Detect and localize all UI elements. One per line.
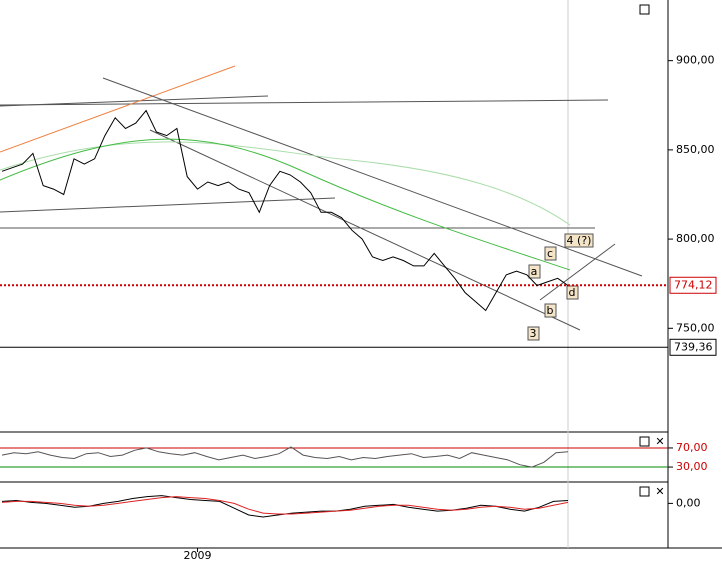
price-tag-label: 774,12 <box>674 278 713 291</box>
x-tick-label: 2009 <box>184 549 212 562</box>
close-icon[interactable]: ✕ <box>655 485 664 498</box>
maximize-icon[interactable] <box>639 436 650 447</box>
y-tick-label: 800,00 <box>676 232 715 245</box>
series-line <box>1 446 569 468</box>
wave-label: d <box>569 286 576 299</box>
wave-labels: a b c d 3 4 (?) <box>527 233 594 341</box>
maximize-icon[interactable] <box>639 4 650 15</box>
price-tag-label: 739,36 <box>674 340 713 353</box>
price-tag <box>669 276 717 294</box>
wave-label: b <box>547 304 554 317</box>
y-tick-label: 30,00 <box>676 460 708 473</box>
series-line <box>1 496 569 515</box>
close-icon[interactable]: ✕ <box>655 435 664 448</box>
wave-label: a <box>531 265 538 278</box>
wave-label: 4 (?) <box>567 234 592 247</box>
y-tick-label: 0,00 <box>676 496 701 509</box>
wave-label: c <box>547 247 553 260</box>
y-tick-label: 850,00 <box>676 143 715 156</box>
y-tick-label: 900,00 <box>676 54 715 67</box>
y-tick-label: 750,00 <box>676 321 715 334</box>
trend-lines <box>0 65 643 331</box>
maximize-icon[interactable] <box>639 486 650 497</box>
price-tag <box>669 338 717 356</box>
y-tick-label: 70,00 <box>676 441 708 454</box>
series-line <box>1 109 569 312</box>
wave-label: 3 <box>530 327 537 340</box>
